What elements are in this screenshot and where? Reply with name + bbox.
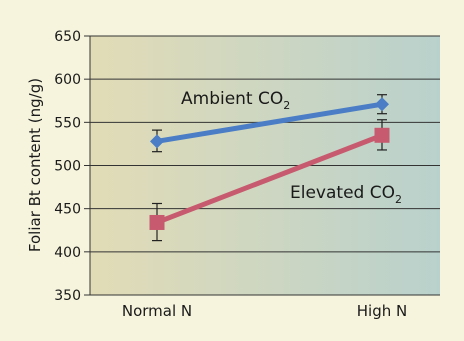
y-tick-label-350: 350 — [54, 288, 81, 304]
x-tick-label-1: High N — [357, 302, 407, 320]
series-1 — [149, 119, 390, 242]
y-tick-label-500: 500 — [54, 159, 81, 175]
x-tick-label-0: Normal N — [122, 302, 192, 320]
data-point-0-1 — [375, 97, 389, 112]
gridlines — [90, 35, 440, 296]
y-tick-label-550: 550 — [54, 115, 81, 131]
series-0 — [150, 94, 389, 153]
series-line-1 — [154, 132, 385, 225]
series-label-1: Elevated CO2 — [290, 183, 402, 206]
series-layer — [149, 94, 390, 242]
y-tick-label-650: 650 — [54, 29, 81, 45]
data-point-1-1 — [374, 127, 390, 143]
series-labels: Ambient CO2 Elevated CO2 — [181, 89, 402, 206]
y-tick-label-400: 400 — [54, 245, 81, 261]
series-line-0 — [154, 101, 385, 144]
x-axis-ticks: Normal N High N — [122, 302, 407, 320]
y-axis-label: Foliar Bt content (ng/g) — [26, 78, 44, 252]
data-point-0-0 — [150, 134, 164, 149]
series-label-0: Ambient CO2 — [181, 89, 290, 112]
data-point-1-0 — [149, 214, 165, 230]
y-tick-label-600: 600 — [54, 72, 81, 88]
y-tick-label-450: 450 — [54, 202, 81, 218]
y-axis-ticks: 350 400 450 500 550 600 650 — [54, 29, 91, 304]
